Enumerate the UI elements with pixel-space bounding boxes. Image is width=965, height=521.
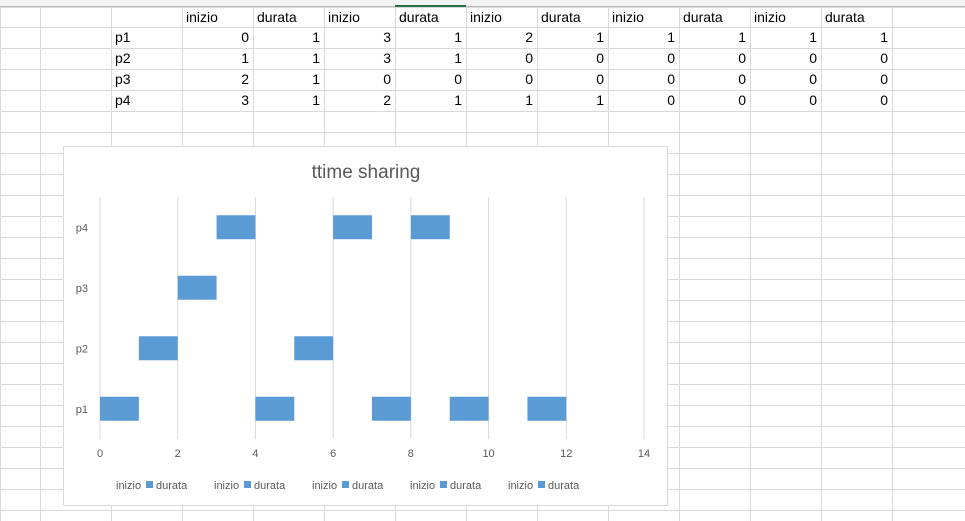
bar-p1 [527,396,567,421]
row-p1-cell[interactable]: 1 [667,29,675,45]
header-row-cell[interactable]: durata [541,9,581,25]
row-p2-cell[interactable]: 0 [667,50,675,66]
row-p2-cell[interactable]: 0 [880,50,888,66]
row-p1-cell[interactable]: 2 [525,29,533,45]
row-p4-cell[interactable]: 1 [525,92,533,108]
row-p1-cell[interactable]: 1 [454,29,462,45]
header-row-cell[interactable]: durata [825,9,865,25]
bar-p2 [294,336,334,361]
bar-p1 [372,396,411,421]
row-p4-cell[interactable]: 1 [454,92,462,108]
row-p1-cell[interactable]: 0 [241,29,249,45]
legend-item: durata [548,480,580,492]
row-p2-cell[interactable]: 1 [241,50,249,66]
header-row-cell[interactable]: inizio [470,9,502,25]
legend-swatch [342,481,349,488]
bar-p3 [177,275,217,300]
x-tick-label: 14 [638,448,650,460]
x-tick-label: 0 [97,448,103,460]
legend-item: inizio [312,480,337,492]
row-p1-cell[interactable]: 1 [880,29,888,45]
row-p3-cell[interactable]: 1 [312,71,320,87]
category-labels: p1 p2 p3 p4 [76,222,88,416]
category-label: p2 [76,343,88,355]
row-p3-cell[interactable]: 0 [667,71,675,87]
row-p4-cell[interactable]: 1 [312,92,320,108]
chart-title: ttime sharing [312,162,421,183]
row-p4-cell[interactable]: 0 [809,92,817,108]
header-row-cell[interactable]: inizio [186,9,218,25]
category-label: p3 [76,283,88,295]
row-p1-cell[interactable]: p1 [115,29,131,45]
row-p3-cell[interactable]: p3 [115,71,131,87]
legend-swatch [146,481,153,488]
bar-p2 [138,336,178,361]
x-tick-label: 4 [252,448,258,460]
header-row-cell[interactable]: inizio [612,9,644,25]
x-tick-label: 2 [175,448,181,460]
legend-item: inizio [116,480,141,492]
legend-swatch [440,481,447,488]
row-p3-cell[interactable]: 0 [809,71,817,87]
legend: inizio durata inizio durata inizio durata iniz… [116,480,580,492]
row-p4-cell[interactable]: 0 [738,92,746,108]
row-p2-cell[interactable]: p2 [115,50,131,66]
legend-item: durata [156,480,188,492]
row-p2-cell[interactable]: 0 [596,50,604,66]
row-p2-cell[interactable]: 3 [383,50,391,66]
row-p1-cell[interactable]: 1 [596,29,604,45]
legend-item: inizio [410,480,435,492]
row-p1-cell[interactable]: 1 [312,29,320,45]
row-p3-cell[interactable]: 0 [383,71,391,87]
legend-item: inizio [214,480,239,492]
header-row-cell[interactable]: durata [683,9,723,25]
x-tick-label: 6 [330,448,336,460]
x-tick-labels: 0 2 4 6 8 10 12 14 [97,448,650,460]
row-p4-cell[interactable]: p4 [115,92,131,108]
row-p1-cell[interactable]: 3 [383,29,391,45]
header-row-cell[interactable]: durata [399,9,439,25]
x-tick-label: 8 [408,448,414,460]
legend-swatch [244,481,251,488]
row-p4-cell[interactable]: 3 [241,92,249,108]
legend-item: inizio [508,480,533,492]
bar-p4 [410,215,450,240]
x-tick-label: 12 [560,448,572,460]
row-p3-cell[interactable]: 0 [738,71,746,87]
chart-container[interactable]: ttime sharing p1 p2 p3 p4 0 2 4 6 8 10 12 14 inizi… [63,146,668,506]
bar-p4 [333,215,372,240]
x-tick-label: 10 [482,448,494,460]
row-p2-cell[interactable]: 0 [525,50,533,66]
bar-p4 [216,215,256,240]
row-p2-cell[interactable]: 0 [738,50,746,66]
header-row-cell[interactable]: inizio [328,9,360,25]
row-p4-cell[interactable]: 0 [880,92,888,108]
header-row-cell[interactable]: durata [257,9,297,25]
gantt-chart: ttime sharing p1 p2 p3 p4 0 2 4 6 8 10 12 14 inizi… [76,162,650,492]
row-p2-cell[interactable]: 1 [312,50,320,66]
row-p3-cell[interactable]: 0 [880,71,888,87]
bar-p1 [449,396,489,421]
row-p3-cell[interactable]: 0 [454,71,462,87]
row-p3-cell[interactable]: 0 [596,71,604,87]
category-label: p1 [76,404,88,416]
row-p4-cell[interactable]: 0 [667,92,675,108]
row-p4-cell[interactable]: 2 [383,92,391,108]
row-p1-cell[interactable]: 1 [809,29,817,45]
legend-item: durata [254,480,286,492]
row-p4-cell[interactable]: 1 [596,92,604,108]
legend-item: durata [450,480,482,492]
row-p3-cell[interactable]: 0 [525,71,533,87]
bar-p1 [100,396,139,421]
legend-item: durata [352,480,384,492]
legend-swatch [538,481,545,488]
row-p2-cell[interactable]: 1 [454,50,462,66]
bar-p1 [255,396,295,421]
row-p2-cell[interactable]: 0 [809,50,817,66]
category-label: p4 [76,222,88,234]
header-row-cell[interactable]: inizio [754,9,786,25]
row-p1-cell[interactable]: 1 [738,29,746,45]
bars [100,215,567,421]
row-p3-cell[interactable]: 2 [241,71,249,87]
